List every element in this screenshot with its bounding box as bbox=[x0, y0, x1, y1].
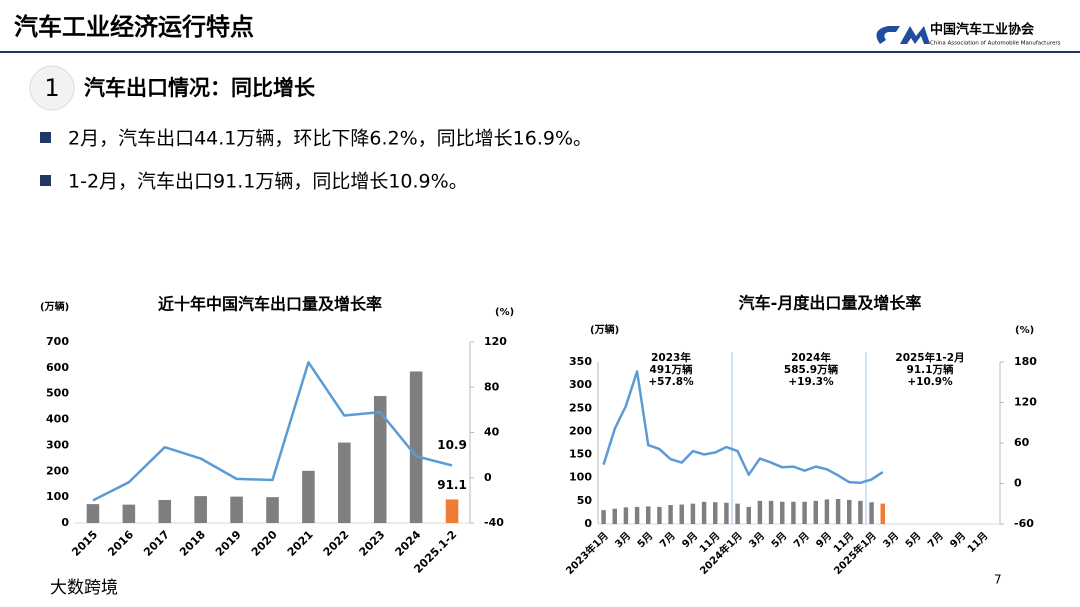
bar bbox=[122, 504, 136, 523]
y-tick-label: 200 bbox=[46, 464, 69, 477]
page-number: 7 bbox=[994, 573, 1002, 587]
annotation: +19.3% bbox=[788, 376, 834, 388]
bar bbox=[657, 506, 662, 524]
y2-axis-label: (%) bbox=[1015, 325, 1034, 336]
org-logo bbox=[876, 26, 930, 44]
y2-tick-label: -60 bbox=[1014, 517, 1034, 530]
bar bbox=[679, 504, 684, 524]
y-tick-label: 600 bbox=[46, 361, 69, 374]
annotation: 491万辆 bbox=[650, 363, 693, 376]
annotation: 2024年 bbox=[791, 351, 831, 364]
annotation: 585.9万辆 bbox=[784, 363, 839, 376]
chart-title: 汽车-月度出口量及增长率 bbox=[739, 294, 922, 313]
bar bbox=[612, 508, 617, 524]
y2-tick-label: 180 bbox=[1014, 355, 1037, 368]
y2-tick-label: 0 bbox=[1014, 477, 1022, 490]
y-tick-label: 100 bbox=[569, 471, 592, 484]
line bbox=[602, 370, 884, 485]
bar bbox=[824, 499, 830, 524]
bar bbox=[601, 510, 606, 524]
bar bbox=[735, 503, 740, 524]
y-tick-label: 250 bbox=[569, 401, 592, 414]
bar bbox=[445, 499, 459, 523]
bar bbox=[646, 506, 651, 524]
bar bbox=[86, 504, 100, 523]
y-tick-label: 150 bbox=[569, 448, 592, 461]
bar bbox=[802, 501, 807, 524]
bar bbox=[791, 501, 796, 524]
bar bbox=[302, 470, 315, 523]
y-tick-label: 0 bbox=[584, 517, 592, 530]
bar bbox=[835, 499, 841, 524]
annotation: +10.9% bbox=[907, 376, 953, 388]
bullet-marker bbox=[40, 175, 51, 186]
bar-value-label: 91.1 bbox=[437, 478, 467, 492]
y-axis-label: (万辆) bbox=[590, 323, 619, 336]
org-name-en: China Association of Automobile Manufact… bbox=[930, 41, 1061, 47]
bar bbox=[757, 500, 763, 524]
annotation: 2023年 bbox=[651, 351, 691, 364]
chart-title: 近十年中国汽车出口量及增长率 bbox=[158, 295, 382, 314]
section-badge bbox=[29, 65, 75, 111]
bullet-marker bbox=[40, 132, 51, 143]
bar bbox=[158, 499, 172, 523]
y2-tick-label: 40 bbox=[484, 426, 500, 439]
y-tick-label: 700 bbox=[46, 335, 69, 348]
bar bbox=[623, 507, 629, 524]
y2-tick-label: 0 bbox=[484, 471, 492, 484]
slide-title: 汽车工业经济运行特点 bbox=[14, 13, 254, 41]
watermark: 大数跨境 bbox=[50, 578, 118, 598]
bar bbox=[780, 501, 785, 524]
y-tick-label: 100 bbox=[46, 490, 69, 503]
bar bbox=[880, 503, 885, 524]
bar bbox=[338, 442, 351, 523]
annotation: +57.8% bbox=[648, 376, 694, 388]
bar bbox=[634, 506, 640, 524]
y-tick-label: 200 bbox=[569, 424, 592, 437]
bullet-text: 1-2月，汽车出口91.1万辆，同比增长10.9%。 bbox=[68, 171, 468, 193]
bar bbox=[373, 396, 387, 523]
bar bbox=[266, 497, 279, 523]
y-tick-label: 0 bbox=[61, 516, 69, 529]
y-tick-label: 500 bbox=[46, 387, 69, 400]
y-tick-label: 50 bbox=[577, 494, 593, 507]
bar bbox=[409, 371, 423, 523]
y-axis-label: (万辆) bbox=[40, 300, 69, 313]
bar bbox=[230, 496, 243, 523]
bar bbox=[713, 502, 718, 524]
bar bbox=[668, 505, 673, 524]
y-tick-label: 300 bbox=[569, 378, 592, 391]
bar bbox=[701, 501, 707, 524]
bar bbox=[746, 506, 751, 524]
line bbox=[92, 361, 453, 502]
y2-tick-label: 120 bbox=[1014, 396, 1037, 409]
annotation: 91.1万辆 bbox=[907, 363, 954, 376]
bar bbox=[768, 500, 774, 524]
y-tick-label: 400 bbox=[46, 413, 69, 426]
section-number: 1 bbox=[44, 74, 59, 102]
bar bbox=[858, 500, 863, 524]
bar bbox=[194, 496, 207, 523]
y2-tick-label: -40 bbox=[484, 516, 504, 529]
y2-tick-label: 80 bbox=[484, 380, 500, 393]
y2-tick-label: 120 bbox=[484, 335, 507, 348]
line-value-label: 10.9 bbox=[437, 438, 467, 452]
y-tick-label: 300 bbox=[46, 438, 69, 451]
y-tick-label: 350 bbox=[569, 355, 592, 368]
annotation: 2025年1-2月 bbox=[895, 351, 964, 364]
bar bbox=[690, 503, 696, 524]
bar bbox=[869, 502, 874, 524]
y2-axis-label: (%) bbox=[495, 307, 514, 318]
bullet-text: 2月，汽车出口44.1万辆，环比下降6.2%，同比增长16.9%。 bbox=[68, 128, 592, 150]
section-title: 汽车出口情况：同比增长 bbox=[84, 76, 316, 100]
org-name: 中国汽车工业协会 bbox=[930, 22, 1035, 38]
bar bbox=[847, 499, 852, 524]
y2-tick-label: 60 bbox=[1014, 436, 1030, 449]
bar bbox=[813, 500, 818, 524]
bar bbox=[724, 502, 729, 524]
